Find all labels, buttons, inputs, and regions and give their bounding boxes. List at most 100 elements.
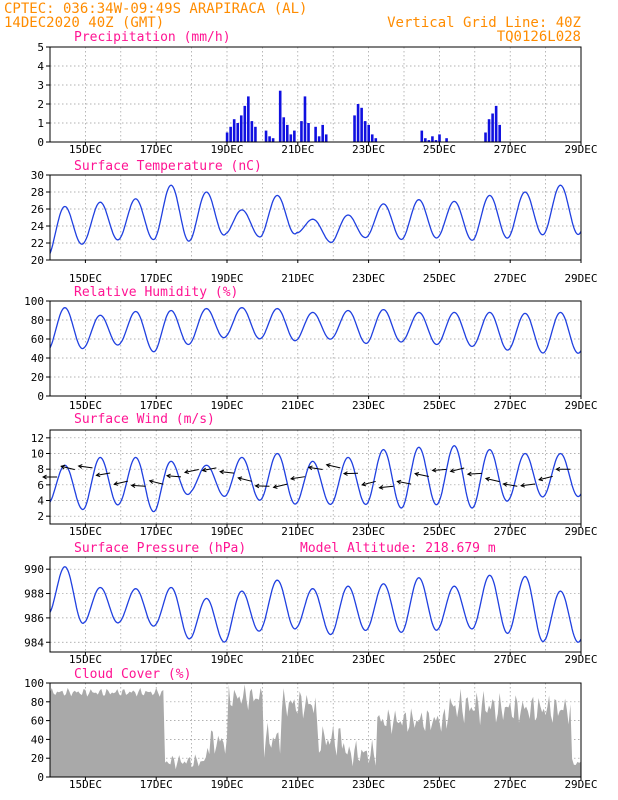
x-tick-label: 23DEC <box>352 525 385 538</box>
x-tick-label: 23DEC <box>352 143 385 156</box>
x-tick-label: 17DEC <box>140 143 173 156</box>
precip-bar <box>303 96 307 142</box>
x-tick-label: 19DEC <box>210 143 243 156</box>
x-tick-label: 23DEC <box>352 653 385 666</box>
precip-bar <box>247 96 250 142</box>
wind-vector <box>220 471 235 474</box>
precip-bar <box>229 126 232 142</box>
wind-vector <box>131 484 146 487</box>
wind-arrowhead <box>431 467 437 473</box>
y-tick-label: 20 <box>31 752 44 765</box>
wind-arrowhead <box>361 481 367 487</box>
y-tick-label: 986 <box>24 612 44 625</box>
x-tick-label: 15DEC <box>69 272 102 285</box>
wind-vector <box>78 465 93 469</box>
y-tick-label: 4 <box>37 60 44 73</box>
y-tick-label: 26 <box>31 203 44 216</box>
wind-vector <box>96 472 111 476</box>
wind-arrowhead <box>237 476 243 481</box>
x-tick-label: 25DEC <box>423 525 456 538</box>
panel-frame <box>49 46 582 143</box>
wind-vector <box>273 483 288 488</box>
precip-bar <box>250 121 254 142</box>
precip-bar <box>360 107 363 142</box>
wind-arrowhead <box>396 479 402 485</box>
precip-bar <box>434 140 438 142</box>
x-tick-label: 29DEC <box>564 272 597 285</box>
x-tick-label: 21DEC <box>281 653 314 666</box>
panel-title-cloud: Cloud Cover (%) <box>74 667 191 682</box>
x-tick-label: 23DEC <box>352 399 385 412</box>
y-tick-label: 30 <box>31 169 44 182</box>
precip-bar <box>484 132 487 142</box>
wind-vector <box>166 475 182 478</box>
panel-frame <box>49 556 582 653</box>
wind-arrowhead <box>484 476 490 482</box>
y-tick-label: 5 <box>37 41 44 54</box>
precip-bar <box>324 134 328 142</box>
x-tick-label: 17DEC <box>140 778 173 791</box>
y-tick-label: 28 <box>31 186 44 199</box>
x-tick-label: 23DEC <box>352 272 385 285</box>
x-tick-label: 27DEC <box>494 399 527 412</box>
x-tick-label: 27DEC <box>494 778 527 791</box>
x-tick-label: 21DEC <box>281 399 314 412</box>
panel-frame <box>49 429 582 525</box>
precip-bar <box>491 113 494 142</box>
x-tick-label: 29DEC <box>564 399 597 412</box>
wind-arrowhead <box>254 483 260 489</box>
precip-bar <box>317 136 321 142</box>
series-line <box>49 184 582 254</box>
precip-bar <box>239 115 243 142</box>
precip-bar <box>285 124 289 142</box>
y-tick-label: 3 <box>37 79 44 92</box>
y-tick-label: 40 <box>31 733 44 746</box>
wind-arrowhead <box>342 471 348 476</box>
precip-bar <box>494 105 498 142</box>
header-date: 14DEC2020 40Z (GMT) <box>4 15 164 31</box>
wind-vector <box>397 480 412 485</box>
x-tick-label: 29DEC <box>564 143 597 156</box>
wind-vector <box>202 467 217 472</box>
x-tick-label: 19DEC <box>210 525 243 538</box>
wind-arrowhead <box>555 466 561 472</box>
wind-arrowhead <box>165 473 171 479</box>
series-line <box>49 445 582 513</box>
wind-arrowhead <box>95 472 101 478</box>
x-tick-label: 25DEC <box>423 399 456 412</box>
precip-bar <box>271 138 275 142</box>
x-tick-label: 15DEC <box>69 525 102 538</box>
wind-arrowhead <box>325 463 331 468</box>
x-tick-label: 29DEC <box>564 778 597 791</box>
panel-title-precipitation: Precipitation (mm/h) <box>74 30 231 45</box>
wind-arrowhead <box>466 471 472 477</box>
wind-arrowhead <box>42 474 47 480</box>
y-tick-label: 60 <box>31 715 44 728</box>
wind-vector <box>326 464 341 469</box>
wind-vector <box>149 480 164 485</box>
model-altitude: Model Altitude: 218.679 m <box>300 541 496 556</box>
wind-vector <box>414 473 429 478</box>
wind-arrowhead <box>502 482 508 487</box>
x-tick-label: 21DEC <box>281 272 314 285</box>
y-tick-label: 8 <box>37 463 44 476</box>
wind-arrowhead <box>414 472 420 477</box>
series-line <box>49 307 582 354</box>
precip-bar <box>243 105 247 142</box>
wind-arrowhead <box>378 485 384 490</box>
y-tick-label: 20 <box>31 254 44 267</box>
x-tick-label: 15DEC <box>69 143 102 156</box>
wind-vector <box>379 485 394 489</box>
panel-title-pressure: Surface Pressure (hPa) <box>74 541 246 556</box>
panel-frame <box>49 174 582 261</box>
y-tick-label: 60 <box>31 333 44 346</box>
precip-bar <box>232 119 236 142</box>
x-tick-label: 19DEC <box>210 778 243 791</box>
panel-title-wind: Surface Wind (m/s) <box>74 412 215 427</box>
y-tick-label: 988 <box>24 588 44 601</box>
y-tick-label: 984 <box>24 636 44 649</box>
precip-bar <box>321 124 324 142</box>
precip-bar <box>370 134 374 142</box>
panel-title-humidity: Relative Humidity (%) <box>74 285 238 300</box>
x-tick-label: 21DEC <box>281 143 314 156</box>
